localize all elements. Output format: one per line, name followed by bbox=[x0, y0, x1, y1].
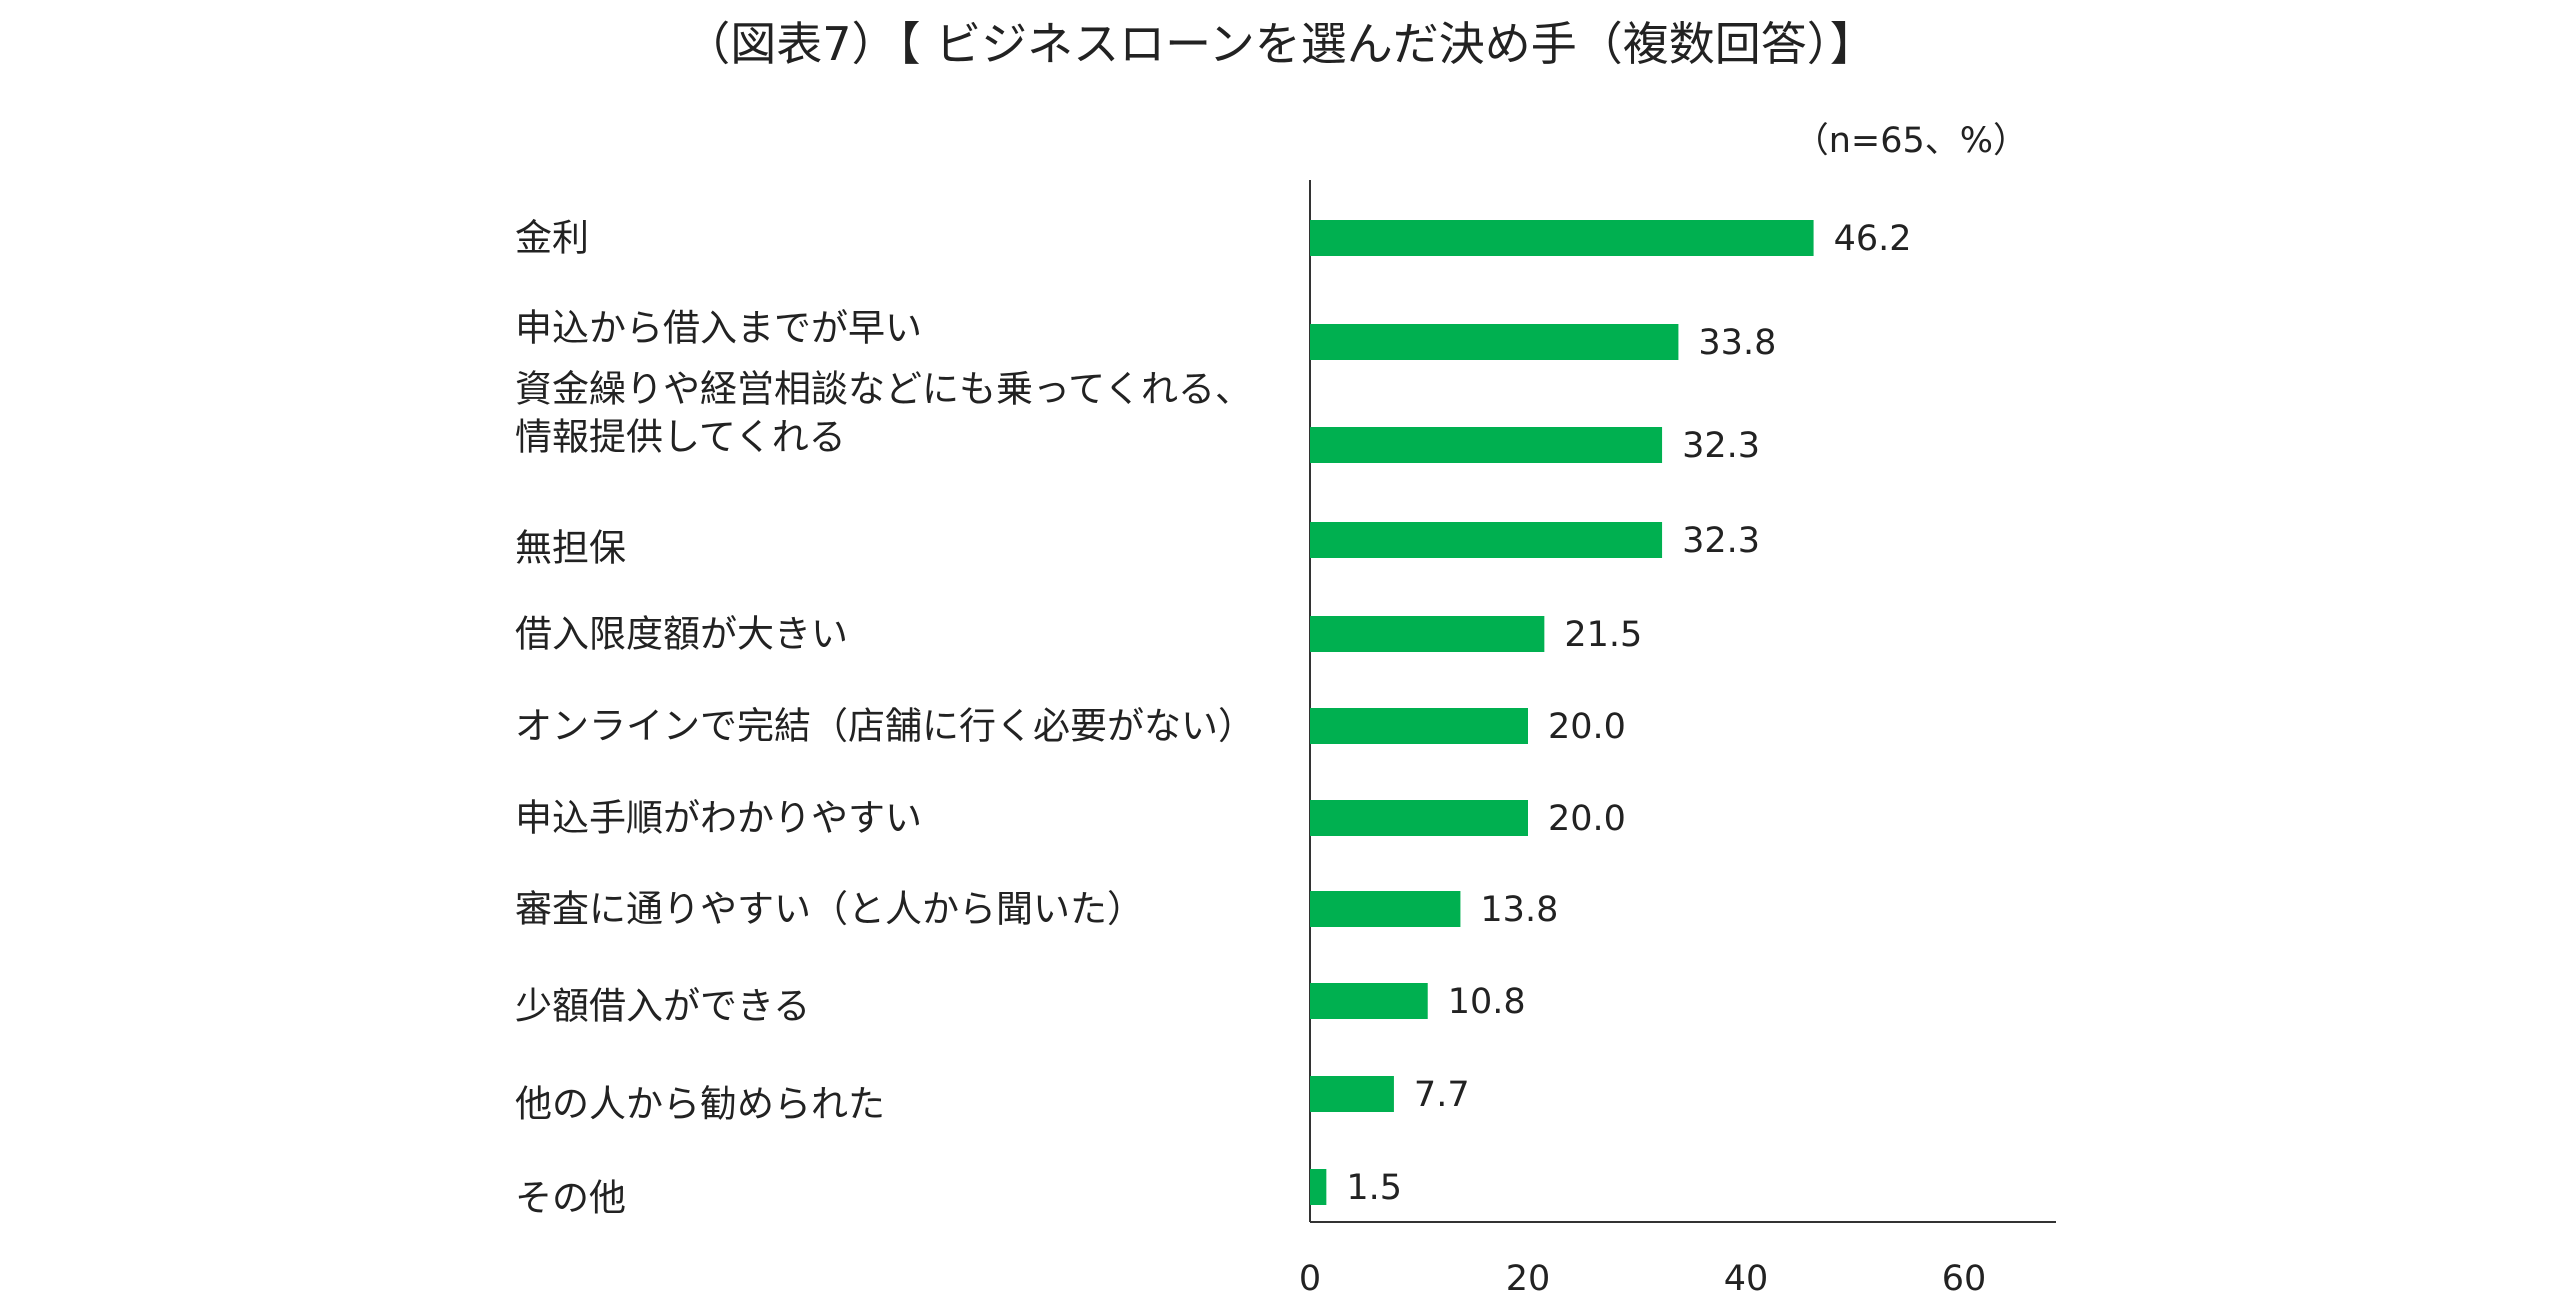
value-label: 1.5 bbox=[1346, 1168, 1402, 1208]
category-label: その他 bbox=[515, 1177, 626, 1220]
value-label: 32.3 bbox=[1682, 521, 1760, 561]
x-tick-label: 20 bbox=[1506, 1259, 1551, 1299]
category-label: 申込から借入までが早い bbox=[515, 307, 922, 350]
value-labels: 46.2 33.8 32.3 32.3 21.5 20.0 20.0 13.8 10.8 7.7 1… bbox=[1346, 219, 1911, 1208]
category-label: 情報提供してくれる bbox=[515, 416, 846, 459]
category-labels: 金利申込から借入までが早い資金繰りや経営相談などにも乗ってくれる、情報提供してく… bbox=[515, 217, 1255, 1220]
bar bbox=[1310, 324, 1679, 360]
category-label: オンラインで完結（店舗に行く必要がない） bbox=[515, 705, 1255, 748]
bar bbox=[1310, 800, 1528, 836]
value-label: 20.0 bbox=[1548, 707, 1626, 747]
category-label: 金利 bbox=[515, 217, 589, 260]
value-label: 20.0 bbox=[1548, 799, 1626, 839]
value-label: 7.7 bbox=[1414, 1075, 1470, 1115]
value-label: 32.3 bbox=[1682, 426, 1760, 466]
value-label: 21.5 bbox=[1564, 615, 1642, 655]
value-label: 46.2 bbox=[1834, 219, 1912, 259]
category-label: 他の人から勧められた bbox=[515, 1083, 885, 1126]
category-label: 審査に通りやすい（と人から聞いた） bbox=[515, 888, 1144, 931]
x-tick-label: 40 bbox=[1724, 1259, 1769, 1299]
bar bbox=[1310, 427, 1663, 463]
bar bbox=[1310, 708, 1528, 744]
chart-title: （図表7）【 ビジネスローンを選んだ決め手（複数回答）】 bbox=[684, 17, 1876, 71]
category-label: 借入限度額が大きい bbox=[515, 613, 848, 656]
bar bbox=[1310, 891, 1461, 927]
value-label: 10.8 bbox=[1448, 982, 1526, 1022]
x-tick-label: 0 bbox=[1299, 1259, 1321, 1299]
bar bbox=[1310, 1169, 1327, 1205]
bar bbox=[1310, 220, 1814, 256]
category-label: 無担保 bbox=[515, 527, 626, 570]
category-label: 申込手順がわかりやすい bbox=[515, 797, 922, 840]
bars bbox=[1310, 220, 1814, 1205]
x-tick-label: 60 bbox=[1942, 1259, 1987, 1299]
bar bbox=[1310, 983, 1428, 1019]
category-label: 少額借入ができる bbox=[515, 985, 810, 1028]
chart-note: （n=65、%） bbox=[1794, 121, 2028, 161]
bar bbox=[1310, 522, 1663, 558]
bar bbox=[1310, 1076, 1394, 1112]
category-label: 資金繰りや経営相談などにも乗ってくれる、 bbox=[515, 368, 1252, 411]
value-label: 33.8 bbox=[1698, 323, 1776, 363]
value-label: 13.8 bbox=[1480, 890, 1558, 930]
x-tick-labels: 0 20 40 60 bbox=[1299, 1259, 1986, 1299]
bar bbox=[1310, 616, 1545, 652]
